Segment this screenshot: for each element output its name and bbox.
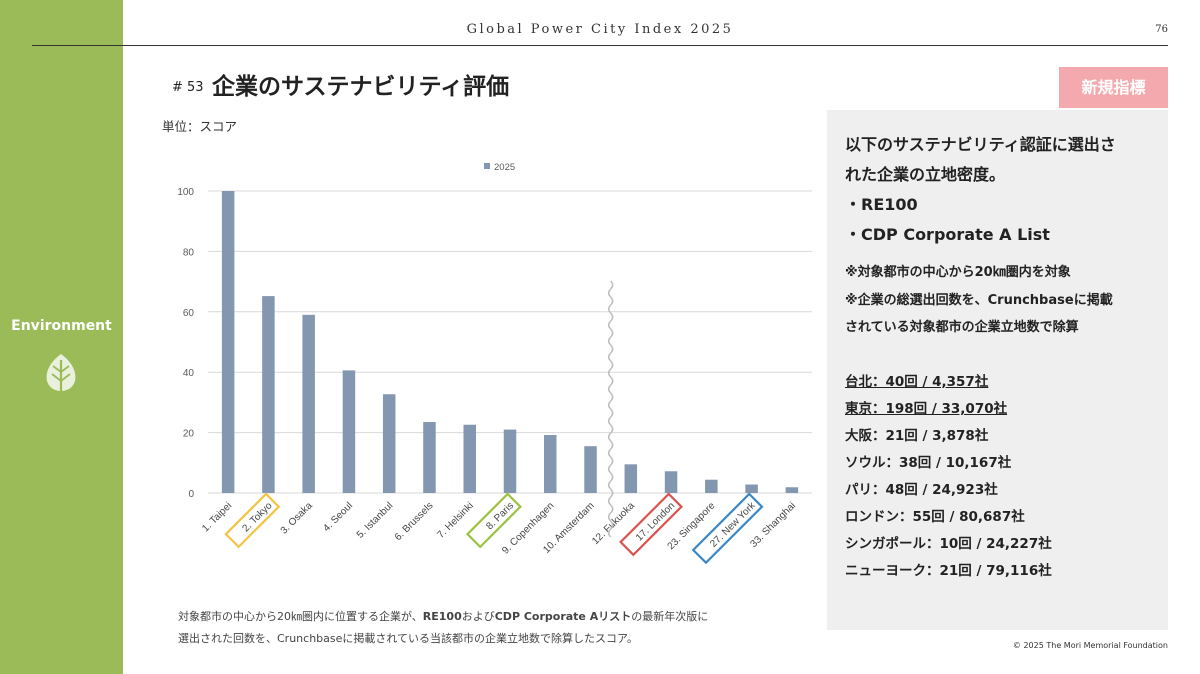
- x-tick-label: 4. Seoul: [321, 500, 355, 534]
- footnote-line-2: 選出された回数を、Crunchbaseに掲載されている当該都市の企業立地数で除算…: [178, 632, 638, 645]
- bar: [302, 314, 315, 493]
- y-tick-label: 20: [183, 429, 195, 440]
- bar: [705, 479, 718, 493]
- bar: [544, 435, 557, 493]
- x-tick-label: 7. Helsinki: [435, 500, 475, 540]
- panel-description: 以下のサステナビリティ認証に選出さ れた企業の立地密度。 ・RE100 ・CDP…: [845, 130, 1165, 250]
- copyright: © 2025 The Mori Memorial Foundation: [1012, 641, 1168, 650]
- stat-singapore: シンガポール：10回 / 24,227社: [845, 536, 1052, 552]
- panel-line: 以下のサステナビリティ認証に選出さ: [845, 135, 1116, 154]
- panel-note: ※企業の総選出回数を、Crunchbaseに掲載: [845, 293, 1113, 308]
- description-panel: 以下のサステナビリティ認証に選出さ れた企業の立地密度。 ・RE100 ・CDP…: [827, 110, 1168, 630]
- panel-note: ※対象都市の中心から20㎞圏内を対象: [845, 265, 1071, 280]
- sidebar-label: Environment: [11, 318, 112, 334]
- bar: [463, 424, 476, 493]
- highlight-box: [465, 492, 522, 549]
- bar: [221, 191, 235, 493]
- panel-line: れた企業の立地密度。: [845, 165, 1006, 184]
- report-title: Global Power City Index 2025: [466, 22, 734, 37]
- stat-seoul: ソウル：38回 / 10,167社: [845, 455, 1012, 471]
- y-tick-label: 100: [177, 187, 194, 198]
- new-indicator-badge: 新規指標: [1059, 67, 1168, 108]
- footnote-line-1: 対象都市の中心から20㎞圏内に位置する企業が、RE100およびCDP Corpo…: [178, 610, 709, 623]
- leaf-icon: [44, 352, 78, 402]
- y-tick-label: 40: [183, 368, 195, 379]
- panel-line: ・RE100: [845, 195, 918, 214]
- stat-osaka: 大阪：21回 / 3,878社: [845, 428, 989, 444]
- stat-taipei: 台北：40回 / 4,357社: [845, 374, 989, 390]
- section-number: # 53: [172, 80, 204, 95]
- bar: [624, 464, 638, 493]
- section-title: 企業のサステナビリティ評価: [212, 74, 510, 100]
- bar: [262, 296, 275, 493]
- bar: [503, 429, 517, 493]
- stat-new-york: ニューヨーク：21回 / 79,116社: [845, 563, 1052, 579]
- y-tick-label: 80: [183, 247, 195, 258]
- y-tick-label: 60: [183, 308, 195, 319]
- bar: [423, 422, 436, 493]
- unit-label: 単位：スコア: [162, 119, 238, 134]
- stat-london: ロンドン：55回 / 80,687社: [845, 509, 1025, 525]
- x-tick-label: 5. Istanbul: [355, 500, 395, 540]
- panel-note: されている対象都市の企業立地数で除算: [845, 320, 1079, 335]
- highlight-box: [619, 492, 683, 557]
- y-tick-label: 0: [188, 489, 194, 500]
- bar: [745, 484, 758, 493]
- stat-tokyo: 東京：198回 / 33,070社: [845, 401, 1008, 417]
- page-number: 76: [1155, 24, 1168, 35]
- header-divider: [32, 45, 1168, 46]
- x-tick-label: 6. Brussels: [393, 500, 436, 543]
- axis-break: [607, 280, 614, 538]
- x-tick-label: 1. Taipei: [200, 500, 234, 534]
- x-tick-label: 3. Osaka: [279, 500, 315, 536]
- legend-label: 2025: [494, 162, 515, 173]
- panel-line: ・CDP Corporate A List: [845, 225, 1050, 244]
- highlight-box: [691, 492, 764, 565]
- bar: [584, 446, 597, 493]
- bar: [342, 370, 356, 493]
- x-tick-label: 12. Fukuoka: [590, 500, 637, 547]
- bar: [664, 471, 678, 493]
- bar: [785, 487, 799, 493]
- legend-swatch: [484, 163, 490, 169]
- highlight-box: [224, 492, 281, 549]
- stat-paris: パリ：48回 / 24,923社: [845, 482, 998, 498]
- bar: [382, 394, 396, 493]
- sidebar: Environment: [0, 0, 123, 674]
